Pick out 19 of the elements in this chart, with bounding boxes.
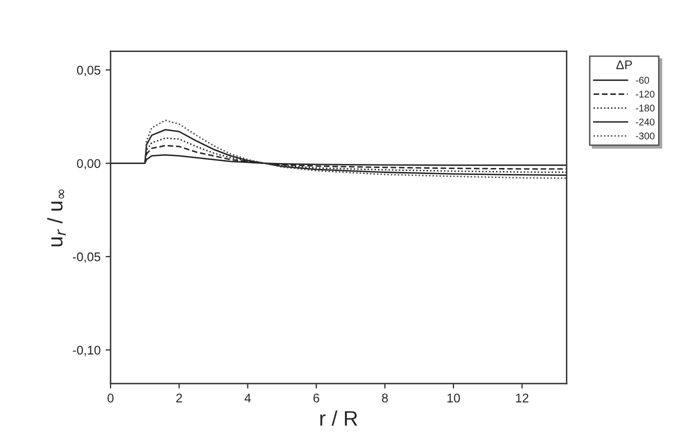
legend-label: -180 xyxy=(636,104,654,112)
x-tick-label: 12 xyxy=(516,394,528,402)
x-tick-label: 10 xyxy=(447,394,460,402)
legend-label: -300 xyxy=(636,132,654,140)
y-tick-label: 0,00 xyxy=(77,159,100,170)
x-axis-title: r / R xyxy=(320,410,358,426)
y-tick-label: -0,05 xyxy=(72,252,100,263)
x-tick-label: 4 xyxy=(244,394,251,402)
x-tick-label: 2 xyxy=(176,394,182,402)
x-tick-label: 8 xyxy=(382,394,388,402)
legend-label: -240 xyxy=(636,118,654,126)
legend-label: -120 xyxy=(636,90,654,98)
y-tick-label: -0,10 xyxy=(72,346,100,356)
y-tick-label: 0,05 xyxy=(77,66,100,76)
x-tick-label: 6 xyxy=(313,394,320,402)
x-tick-label: 0 xyxy=(108,394,114,402)
legend-label: -60 xyxy=(636,76,650,84)
y-axis-title: u$_{r}$ / u$_{∞}$ xyxy=(47,190,66,246)
legend-title: ΔP xyxy=(616,60,632,70)
